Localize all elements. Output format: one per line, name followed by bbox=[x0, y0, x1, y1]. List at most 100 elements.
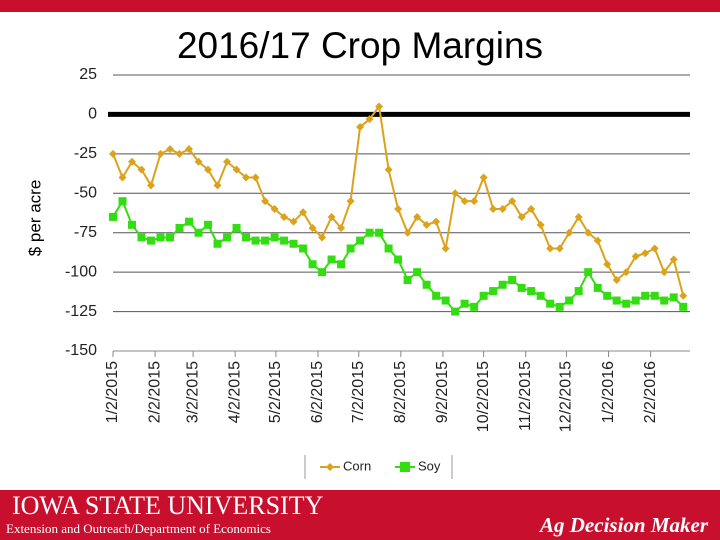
soy-marker bbox=[498, 280, 507, 289]
soy-marker bbox=[337, 260, 346, 269]
corn-marker bbox=[679, 291, 688, 300]
corn-marker bbox=[156, 149, 165, 158]
corn-marker bbox=[394, 205, 403, 214]
corn-marker bbox=[479, 173, 488, 182]
soy-marker bbox=[204, 220, 213, 229]
corn-marker bbox=[213, 181, 222, 190]
corn-marker bbox=[441, 244, 450, 253]
soy-marker bbox=[622, 299, 631, 308]
x-tick-label: 7/2/2015 bbox=[350, 361, 367, 423]
soy-marker bbox=[175, 223, 184, 232]
corn-marker bbox=[413, 212, 422, 221]
soy-marker bbox=[156, 233, 165, 242]
corn-marker bbox=[346, 197, 355, 206]
soy-marker bbox=[489, 287, 498, 296]
x-tick-label: 4/2/2015 bbox=[226, 361, 243, 423]
corn-marker bbox=[251, 173, 260, 182]
soy-marker bbox=[517, 283, 526, 292]
soy-marker bbox=[403, 276, 412, 285]
y-tick-label: -125 bbox=[65, 303, 97, 320]
x-tick-label: 11/2/2015 bbox=[517, 361, 534, 431]
corn-marker bbox=[565, 228, 574, 237]
corn-marker bbox=[612, 276, 621, 285]
legend: Corn Soy bbox=[320, 458, 441, 473]
corn-marker bbox=[508, 197, 517, 206]
corn-marker bbox=[584, 228, 593, 237]
corn-marker bbox=[375, 102, 384, 111]
soy-marker bbox=[422, 280, 431, 289]
corn-marker bbox=[185, 145, 194, 154]
corn-marker bbox=[517, 212, 526, 221]
corn-marker bbox=[118, 173, 127, 182]
corn-marker bbox=[223, 157, 232, 166]
corn-marker bbox=[204, 165, 213, 174]
soy-marker bbox=[185, 217, 194, 226]
corn-marker bbox=[308, 223, 317, 232]
corn-marker bbox=[460, 197, 469, 206]
soy-marker bbox=[318, 268, 327, 277]
corn-marker bbox=[261, 197, 270, 206]
soy-marker bbox=[346, 244, 355, 253]
soy-marker bbox=[109, 212, 117, 221]
y-tick-label: -25 bbox=[74, 145, 97, 162]
corn-marker bbox=[242, 173, 251, 182]
department: Extension and Outreach/Department of Eco… bbox=[6, 521, 271, 536]
x-tick-label: 3/2/2015 bbox=[184, 361, 201, 423]
soy-marker bbox=[679, 302, 688, 311]
soy-marker bbox=[612, 296, 621, 305]
x-tick-label: 1/2/2016 bbox=[600, 361, 617, 423]
soy-marker bbox=[213, 239, 222, 248]
corn-marker bbox=[451, 189, 460, 198]
soy-marker bbox=[546, 299, 555, 308]
soy-marker bbox=[451, 307, 460, 316]
y-tick-label: -50 bbox=[74, 185, 97, 202]
corn-marker bbox=[147, 181, 156, 190]
soy-marker bbox=[460, 299, 469, 308]
soy-marker bbox=[242, 233, 251, 242]
soy-marker bbox=[327, 255, 336, 264]
corn-marker bbox=[327, 212, 336, 221]
soy-marker bbox=[555, 302, 564, 311]
corn-marker bbox=[289, 217, 298, 226]
soy-marker bbox=[137, 233, 146, 242]
corn-marker bbox=[403, 228, 412, 237]
soy-marker bbox=[470, 302, 479, 311]
legend-swatch bbox=[326, 463, 334, 471]
corn-marker bbox=[166, 145, 175, 154]
soy-marker bbox=[660, 296, 669, 305]
x-tick-label: 9/2/2015 bbox=[434, 361, 451, 423]
corn-marker bbox=[622, 268, 631, 277]
x-tick-label: 2/2/2016 bbox=[642, 361, 659, 423]
corn-marker bbox=[270, 205, 279, 214]
corn-marker bbox=[546, 244, 555, 253]
soy-marker bbox=[261, 236, 270, 245]
x-tick-label: 12/2/2015 bbox=[558, 361, 575, 432]
corn-marker bbox=[669, 255, 678, 264]
soy-marker bbox=[669, 293, 678, 302]
soy-marker bbox=[270, 233, 279, 242]
x-tick-label: 1/2/2015 bbox=[104, 361, 121, 423]
y-axis-label: $ per acre bbox=[25, 180, 44, 257]
soy-marker bbox=[251, 236, 260, 245]
soy-marker bbox=[508, 276, 517, 285]
x-tick-label: 8/2/2015 bbox=[392, 361, 409, 423]
corn-marker bbox=[603, 260, 612, 269]
soy-marker bbox=[631, 296, 640, 305]
corn-marker bbox=[555, 244, 564, 253]
footer-band bbox=[0, 490, 720, 540]
corn-marker bbox=[631, 252, 640, 261]
corn-marker bbox=[384, 165, 393, 174]
legend-label: Soy bbox=[418, 458, 441, 473]
corn-marker bbox=[489, 205, 498, 214]
corn-marker bbox=[175, 149, 184, 158]
corn-marker bbox=[432, 217, 441, 226]
corn-marker bbox=[593, 236, 602, 245]
x-tick-label: 10/2/2015 bbox=[475, 361, 492, 432]
y-tick-label: 0 bbox=[88, 106, 97, 123]
corn-marker bbox=[356, 123, 365, 132]
x-tick-label: 5/2/2015 bbox=[267, 361, 284, 423]
corn-marker bbox=[574, 212, 583, 221]
corn-marker bbox=[536, 220, 545, 229]
y-tick-label: -150 bbox=[65, 342, 97, 359]
soy-marker bbox=[394, 255, 403, 264]
